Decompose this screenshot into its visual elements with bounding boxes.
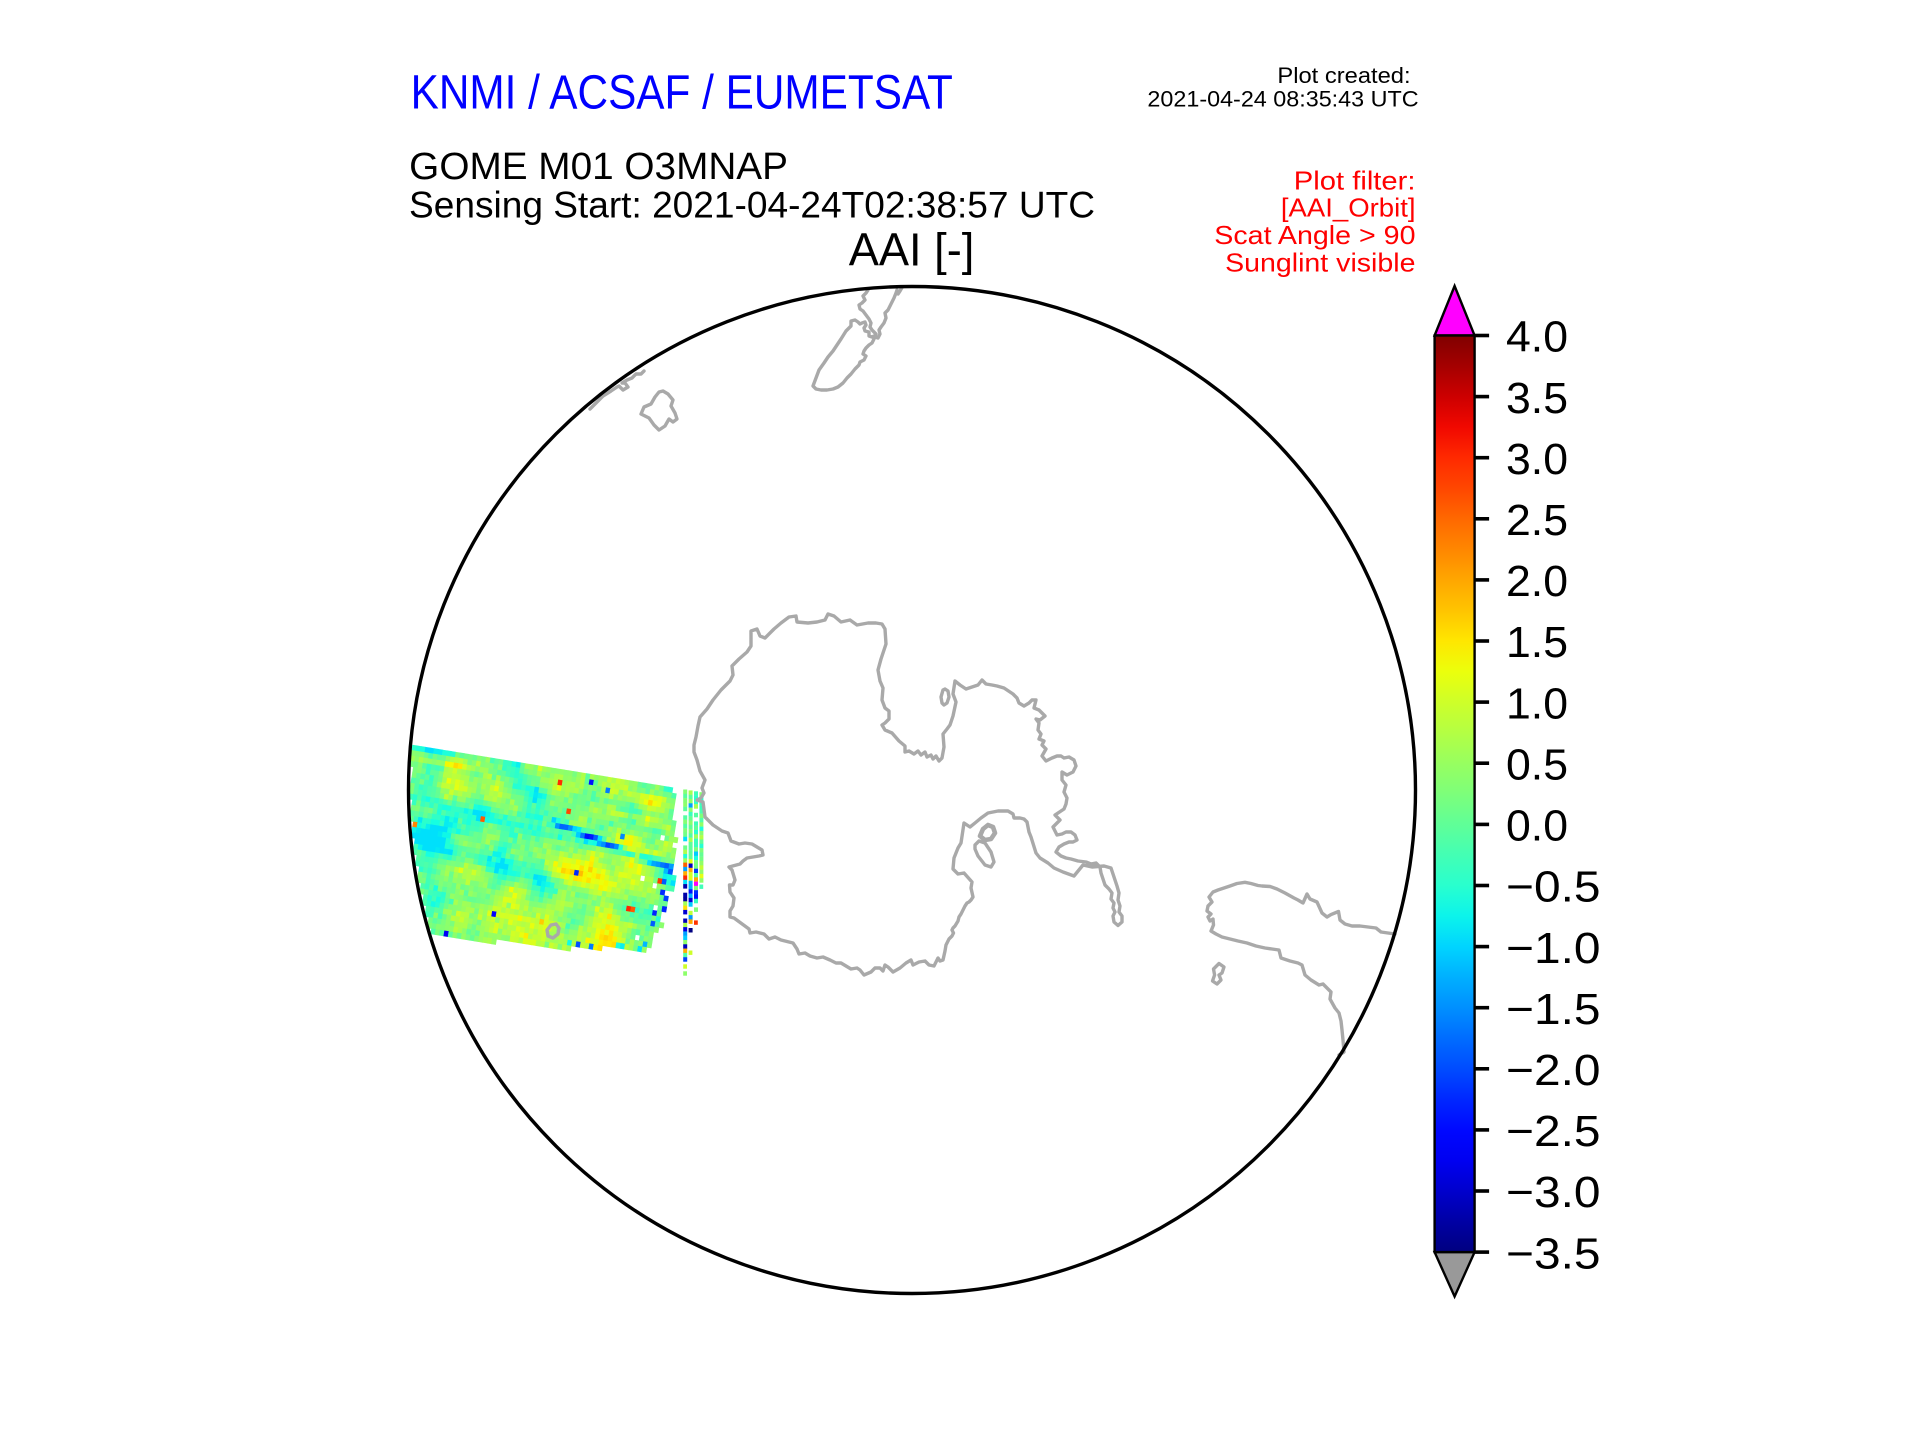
svg-text:Scat Angle > 90: Scat Angle > 90 bbox=[1214, 220, 1415, 250]
svg-text:[AAI_Orbit]: [AAI_Orbit] bbox=[1281, 193, 1416, 223]
svg-text:0.5: 0.5 bbox=[1506, 740, 1568, 789]
svg-text:−0.5: −0.5 bbox=[1506, 863, 1601, 912]
svg-text:−3.0: −3.0 bbox=[1506, 1168, 1601, 1217]
svg-text:Sunglint visible: Sunglint visible bbox=[1225, 247, 1415, 277]
svg-text:2021-04-24 08:35:43 UTC: 2021-04-24 08:35:43 UTC bbox=[1147, 87, 1418, 112]
svg-text:Plot filter:: Plot filter: bbox=[1294, 165, 1416, 195]
svg-text:Sensing Start: 2021-04-24T02:3: Sensing Start: 2021-04-24T02:38:57 UTC bbox=[409, 185, 1095, 226]
svg-text:GOME M01 O3MNAP: GOME M01 O3MNAP bbox=[409, 146, 788, 188]
svg-text:−3.5: −3.5 bbox=[1506, 1229, 1601, 1278]
svg-text:2.0: 2.0 bbox=[1506, 557, 1568, 606]
svg-text:1.5: 1.5 bbox=[1506, 618, 1568, 667]
svg-text:AAI [-]: AAI [-] bbox=[849, 224, 975, 276]
svg-text:−1.5: −1.5 bbox=[1506, 985, 1601, 1034]
svg-text:−2.0: −2.0 bbox=[1506, 1046, 1601, 1095]
svg-text:KNMI / ACSAF / EUMETSAT: KNMI / ACSAF / EUMETSAT bbox=[411, 66, 953, 119]
svg-text:−1.0: −1.0 bbox=[1506, 924, 1601, 973]
svg-text:Plot created:: Plot created: bbox=[1277, 63, 1410, 88]
svg-text:2.5: 2.5 bbox=[1506, 496, 1568, 545]
svg-text:−2.5: −2.5 bbox=[1506, 1107, 1601, 1156]
svg-text:1.0: 1.0 bbox=[1506, 679, 1568, 728]
svg-text:3.0: 3.0 bbox=[1506, 435, 1568, 484]
svg-text:4.0: 4.0 bbox=[1506, 313, 1568, 362]
svg-text:3.5: 3.5 bbox=[1506, 374, 1568, 423]
svg-text:0.0: 0.0 bbox=[1506, 802, 1568, 851]
